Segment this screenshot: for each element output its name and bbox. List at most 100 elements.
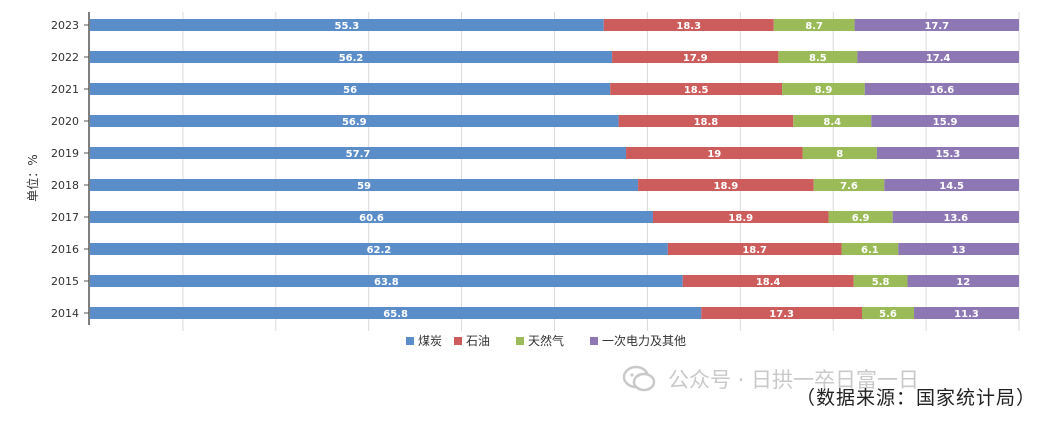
- bar-segment: [857, 51, 1019, 63]
- bar-segment: [90, 211, 653, 223]
- data-label: 55.3: [335, 21, 360, 32]
- bar-segment: [90, 307, 702, 319]
- data-label: 17.7: [924, 21, 949, 32]
- data-label: 15.3: [936, 149, 961, 160]
- chart-bars: 55.3 18.3 8.7 17.7 56.2 17.9 8.5 17.4 56 18.5 8.9 1…: [90, 19, 1019, 320]
- category-tick-label: 2023: [51, 19, 79, 32]
- legend-label: 一次电力及其他: [602, 334, 686, 348]
- bar-segment: [90, 83, 611, 95]
- legend-swatch: [454, 337, 462, 345]
- data-label: 14.5: [939, 181, 964, 192]
- data-label: 18.5: [684, 85, 709, 96]
- legend-label: 天然气: [528, 333, 564, 348]
- data-label: 59: [357, 181, 371, 192]
- bar-segment: [782, 83, 865, 95]
- bar-segment: [907, 275, 1019, 287]
- data-label: 18.9: [728, 213, 753, 224]
- watermark-text: 公众号 · 日拱一卒日富一日: [668, 368, 920, 392]
- bar-segment: [828, 211, 893, 223]
- data-label: 11.3: [954, 309, 979, 320]
- category-tick-label: 2016: [51, 243, 79, 256]
- data-label: 17.4: [926, 53, 951, 64]
- bar-segment: [802, 147, 877, 159]
- legend-swatch: [516, 337, 524, 345]
- category-tick-label: 2022: [51, 51, 79, 64]
- bar-segment: [612, 51, 779, 63]
- bar-segment: [841, 243, 899, 255]
- bar-segment: [90, 19, 604, 31]
- data-label: 57.7: [346, 149, 371, 160]
- data-label: 62.2: [367, 245, 392, 256]
- bar-segment: [667, 243, 842, 255]
- bar-segment: [854, 19, 1019, 31]
- bar-segment: [861, 307, 915, 319]
- data-label: 6.9: [852, 213, 870, 224]
- legend-swatch: [406, 337, 414, 345]
- category-tick-label: 2021: [51, 83, 79, 96]
- data-label: 13: [952, 245, 966, 256]
- data-label: 18.4: [756, 277, 781, 288]
- bar-segment: [618, 115, 794, 127]
- bar-segment: [773, 19, 855, 31]
- bar-segment: [90, 179, 639, 191]
- bar-segment: [90, 147, 627, 159]
- bar-segment: [813, 179, 885, 191]
- bar-segment: [626, 147, 803, 159]
- category-tick-label: 2014: [51, 307, 79, 320]
- data-label: 56.9: [342, 117, 367, 128]
- data-label: 5.6: [879, 309, 897, 320]
- legend-swatch: [590, 337, 598, 345]
- data-label: 7.6: [840, 181, 858, 192]
- data-label: 8.5: [809, 53, 827, 64]
- data-label: 12: [956, 277, 970, 288]
- data-label: 13.6: [943, 213, 968, 224]
- category-tick-label: 2017: [51, 211, 79, 224]
- bar-segment: [898, 243, 1019, 255]
- watermark: 公众号 · 日拱一卒日富一日: [622, 362, 919, 396]
- category-axis: 2023 2022 2021 2020 2019 2018 2017 2016 2015 2014: [51, 19, 89, 320]
- bar-segment: [603, 19, 774, 31]
- data-label: 65.8: [383, 309, 408, 320]
- data-source-note: （数据来源：国家统计局）: [795, 387, 1036, 409]
- bar-segment: [90, 51, 613, 63]
- bar-segment: [90, 243, 668, 255]
- data-label: 8.4: [823, 117, 841, 128]
- data-label: 18.9: [714, 181, 739, 192]
- data-label: 8.9: [815, 85, 833, 96]
- bar-segment: [914, 307, 1019, 319]
- bar-segment: [90, 275, 683, 287]
- category-tick-label: 2015: [51, 275, 79, 288]
- bar-segment: [864, 83, 1019, 95]
- bar-segment: [638, 179, 814, 191]
- bar-segment: [610, 83, 783, 95]
- data-label: 8: [836, 149, 843, 160]
- data-label: 16.6: [930, 85, 955, 96]
- bar-segment: [793, 115, 872, 127]
- data-label: 17.3: [769, 309, 794, 320]
- bar-segment: [871, 115, 1019, 127]
- data-label: 18.7: [742, 245, 767, 256]
- category-tick-label: 2020: [51, 115, 79, 128]
- y-axis-unit-label: 单位：%: [25, 154, 40, 201]
- legend-label: 煤炭: [418, 334, 442, 348]
- bar-segment: [652, 211, 829, 223]
- data-label: 5.8: [872, 277, 890, 288]
- data-label: 63.8: [374, 277, 399, 288]
- bar-segment: [892, 211, 1019, 223]
- bar-segment: [701, 307, 862, 319]
- category-tick-label: 2018: [51, 179, 79, 192]
- data-label: 56.2: [339, 53, 364, 64]
- data-label: 18.3: [676, 21, 701, 32]
- bar-segment: [90, 115, 619, 127]
- chart-legend: 煤炭 石油 天然气 一次电力及其他: [406, 333, 686, 348]
- bar-segment: [853, 275, 908, 287]
- bar-segment: [778, 51, 858, 63]
- bar-segment: [682, 275, 854, 287]
- data-label: 6.1: [861, 245, 879, 256]
- legend-label: 石油: [466, 334, 490, 348]
- data-label: 56: [343, 85, 357, 96]
- category-tick-label: 2019: [51, 147, 79, 160]
- data-label: 60.6: [359, 213, 384, 224]
- bar-segment: [884, 179, 1019, 191]
- data-label: 19: [707, 149, 721, 160]
